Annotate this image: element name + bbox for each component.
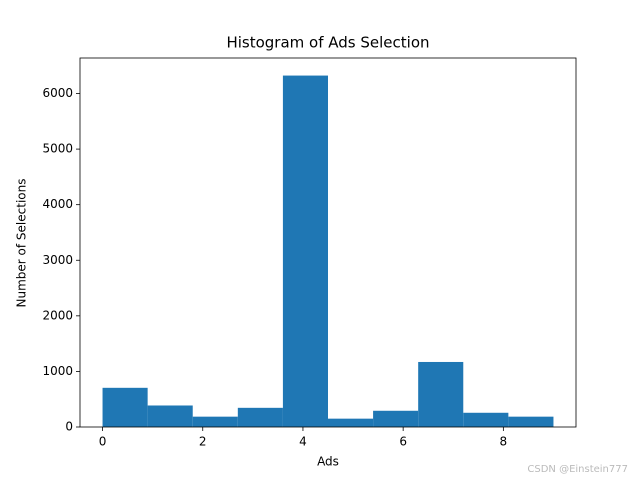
y-tick-label: 6000: [42, 86, 73, 100]
bar: [192, 416, 238, 427]
y-tick-label: 0: [65, 420, 73, 434]
bar: [463, 412, 509, 427]
y-tick-label: 3000: [42, 253, 73, 267]
y-axis-label: Number of Selections: [15, 179, 29, 308]
y-tick-label: 1000: [42, 364, 73, 378]
bar: [328, 418, 374, 427]
chart-title: Histogram of Ads Selection: [226, 34, 429, 52]
bar: [147, 405, 193, 427]
bar: [373, 410, 419, 427]
x-tick-label: 8: [500, 435, 508, 449]
bar: [418, 361, 464, 427]
y-tick-label: 2000: [42, 308, 73, 322]
bar: [237, 407, 283, 427]
x-tick-label: 6: [399, 435, 407, 449]
y-tick-label: 5000: [42, 142, 73, 156]
x-tick-label: 4: [299, 435, 307, 449]
bar: [508, 416, 554, 427]
plot-frame: [79, 57, 577, 428]
watermark: CSDN @Einstein777: [527, 464, 628, 475]
bar: [282, 75, 328, 428]
x-tick-label: 0: [99, 435, 107, 449]
y-tick-label: 4000: [42, 197, 73, 211]
bar: [102, 387, 148, 427]
x-tick-label: 2: [199, 435, 207, 449]
x-axis-label: Ads: [317, 455, 339, 469]
